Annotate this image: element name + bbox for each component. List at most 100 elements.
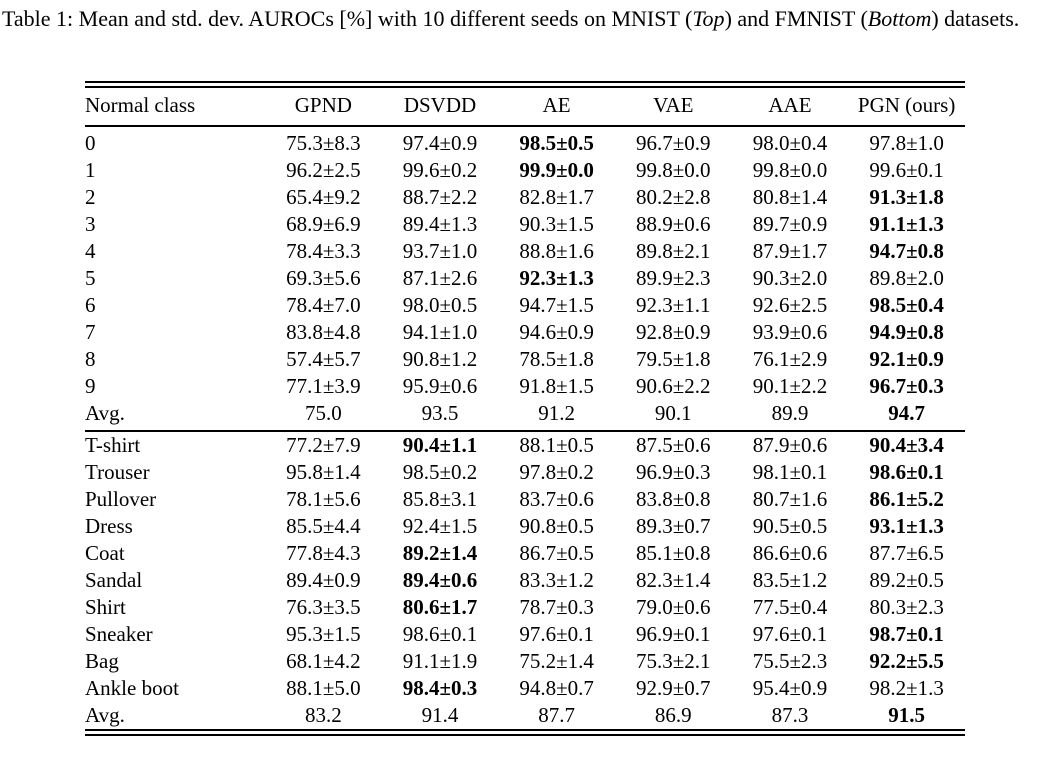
table-cell: 77.2±7.9 (286, 433, 361, 457)
row-label: Coat (85, 541, 125, 565)
table-body: 0 75.3±8.3 97.4±0.9 98.5±0.5 96.7±0.9 98.0±0.… (85, 126, 965, 733)
table-cell: 95.4±0.9 (752, 676, 828, 700)
table-cell: 93.7±1.0 (402, 239, 478, 263)
table-cell: 86.7±0.5 (519, 541, 594, 565)
table-cell: 92.6±2.5 (752, 293, 828, 317)
table-cell: 69.3±5.6 (286, 266, 361, 290)
table-cell: 98.4±0.3 (402, 676, 478, 700)
row-label: Bag (85, 649, 119, 673)
table-cell: 82.3±1.4 (636, 568, 711, 592)
table-row: 6 78.4±7.0 98.0±0.5 94.7±1.5 92.3±1.1 92.6±2.… (85, 292, 965, 319)
table-cell: 90.8±0.5 (519, 514, 594, 538)
table-cell: 65.4±9.2 (286, 185, 361, 209)
table-cell: 99.8±0.0 (752, 158, 828, 182)
table-cell: 89.8±2.0 (869, 266, 944, 290)
table-cell: 98.5±0.5 (519, 131, 594, 155)
table-cell: 90.4±3.4 (869, 433, 944, 457)
table-cell: 94.6±0.9 (519, 320, 594, 344)
table-cell: 78.4±3.3 (286, 239, 361, 263)
table-cell: 86.1±5.2 (869, 487, 944, 511)
table-cell: 98.0±0.4 (752, 131, 828, 155)
column-header: GPND (265, 84, 382, 127)
table-row: Coat 77.8±4.3 89.2±1.4 86.7±0.5 85.1±0.8 86.6… (85, 540, 965, 567)
table-cell: 87.5±0.6 (636, 433, 711, 457)
table-row: 5 69.3±5.6 87.1±2.6 92.3±1.3 89.9±2.3 90.3±2.… (85, 265, 965, 292)
table-cell: 94.7 (848, 400, 965, 432)
table-cell: 75.3±8.3 (286, 131, 361, 155)
table-cell: 95.3±1.5 (286, 622, 361, 646)
table-row: Pullover 78.1±5.6 85.8±3.1 83.7±0.6 83.8±0.8… (85, 486, 965, 513)
table-cell: 89.9 (731, 400, 849, 432)
table-cell: 89.4±0.6 (402, 568, 478, 592)
table-cell: 83.5±1.2 (752, 568, 828, 592)
table-cell: 87.7 (538, 703, 576, 727)
row-label: 8 (85, 347, 96, 371)
table-cell: 92.8±0.9 (636, 320, 711, 344)
table-cell: 91.1±1.3 (869, 212, 944, 236)
table-cell: 94.9±0.8 (869, 320, 944, 344)
table-row: Avg. 75.0 93.5 91.2 90.1 89.9 94.7 (85, 400, 965, 432)
table-cell: 89.2±0.5 (869, 568, 944, 592)
table-cell: 77.5±0.4 (752, 595, 828, 619)
table-cell: 91.4 (421, 703, 459, 727)
table-row: 3 68.9±6.9 89.4±1.3 90.3±1.5 88.9±0.6 89.7±0.… (85, 211, 965, 238)
table-row: Sneaker 95.3±1.5 98.6±0.1 97.6±0.1 96.9±0.1 9… (85, 621, 965, 648)
table-cell: 80.3±2.3 (869, 595, 944, 619)
table-cell: 99.6±0.1 (869, 158, 944, 182)
row-label: 9 (85, 374, 96, 398)
table-cell: 96.7±0.9 (636, 131, 711, 155)
table-cell: 90.5±0.5 (752, 514, 828, 538)
table-cell: 87.9±0.6 (752, 433, 828, 457)
column-header: Normal class (85, 84, 265, 127)
table-cell: 85.8±3.1 (402, 487, 478, 511)
table-cell: 86.6±0.6 (752, 541, 828, 565)
table-cell: 89.9±2.3 (636, 266, 711, 290)
table-cell: 75.5±2.3 (752, 649, 828, 673)
table-cell: 87.1±2.6 (402, 266, 478, 290)
table-cell: 90.1 (614, 400, 732, 432)
table-cell: 96.9±0.3 (636, 460, 711, 484)
table-cell: 85.5±4.4 (286, 514, 361, 538)
row-label: 6 (85, 293, 96, 317)
table-cell: 91.1±1.9 (402, 649, 478, 673)
table-row: 0 75.3±8.3 97.4±0.9 98.5±0.5 96.7±0.9 98.0±0.… (85, 126, 965, 157)
table-cell: 80.8±1.4 (752, 185, 828, 209)
table-cell: 90.6±2.2 (636, 374, 711, 398)
table-cell: 89.8±2.1 (636, 239, 711, 263)
table-cell: 80.6±1.7 (402, 595, 478, 619)
table-cell: 88.9±0.6 (636, 212, 711, 236)
table-cell: 80.7±1.6 (752, 487, 828, 511)
row-label: Avg. (85, 400, 265, 432)
row-label: Pullover (85, 487, 157, 511)
table-cell: 93.1±1.3 (869, 514, 944, 538)
table-cell: 90.8±1.2 (402, 347, 478, 371)
table-cell: 94.1±1.0 (402, 320, 478, 344)
table-cell: 87.9±1.7 (752, 239, 828, 263)
caption-italic-bottom: Bottom (867, 6, 932, 31)
table-cell: 97.4±0.9 (402, 131, 478, 155)
table-row: Ankle boot 88.1±5.0 98.4±0.3 94.8±0.7 92.9±0… (85, 675, 965, 702)
row-label: Shirt (85, 595, 126, 619)
table-cell: 88.1±0.5 (519, 433, 594, 457)
table-cell: 95.9±0.6 (402, 374, 478, 398)
table-cell: 91.2 (498, 400, 615, 432)
table-cell: 90.3±2.0 (752, 266, 828, 290)
table-row: 9 77.1±3.9 95.9±0.6 91.8±1.5 90.6±2.2 90.1±2.… (85, 373, 965, 400)
results-table: Normal class GPND DSVDD AE VAE AAE PGN (ours) … (85, 81, 965, 736)
row-label: Sandal (85, 568, 143, 592)
table-cell: 76.1±2.9 (752, 347, 828, 371)
column-header: DSVDD (381, 84, 499, 127)
row-label: T-shirt (85, 433, 141, 457)
column-header: AAE (731, 84, 849, 127)
table-cell: 88.7±2.2 (402, 185, 478, 209)
table-cell: 78.1±5.6 (286, 487, 361, 511)
table-row: Trouser 95.8±1.4 98.5±0.2 97.8±0.2 96.9±0.3 9… (85, 459, 965, 486)
caption-text: ) datasets. (931, 6, 1020, 31)
header-row: Normal class GPND DSVDD AE VAE AAE PGN (ours) (85, 84, 965, 127)
table-row: Avg. 83.2 91.4 87.7 86.9 87.3 91.5 (85, 702, 965, 733)
table-cell: 90.3±1.5 (519, 212, 594, 236)
table-cell: 92.2±5.5 (869, 649, 944, 673)
table-caption: Table 1: Mean and std. dev. AUROCs [%] w… (2, 6, 1054, 31)
table-cell: 89.7±0.9 (752, 212, 828, 236)
table-cell: 88.8±1.6 (519, 239, 594, 263)
